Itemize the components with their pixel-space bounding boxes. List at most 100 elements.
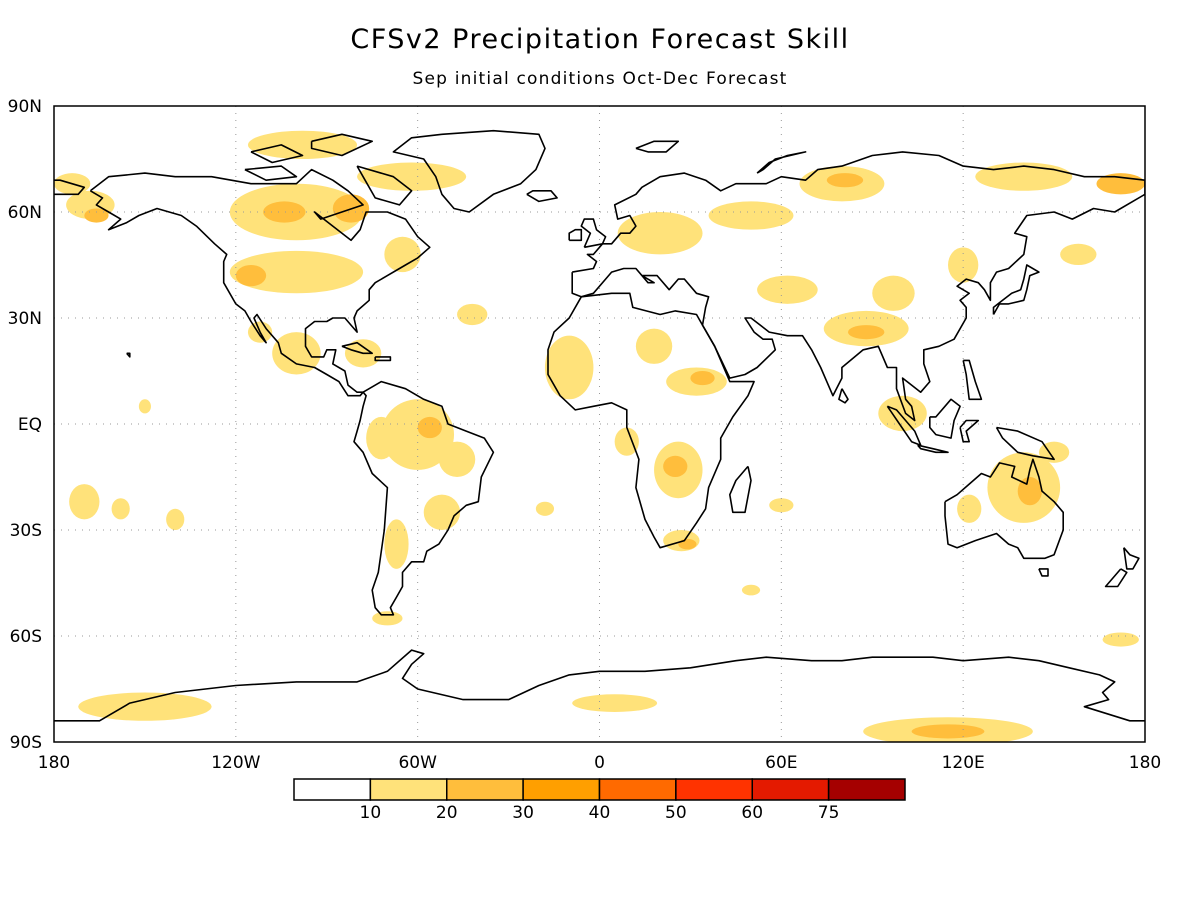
skill-region (138, 399, 151, 414)
hawaii-coast (126, 352, 131, 358)
coastlines (54, 129, 1145, 722)
skill-region (229, 250, 364, 294)
latitude-label: 90N (8, 97, 42, 117)
colorbar: 10 20 30 40 50 60 75 (293, 778, 906, 823)
longitude-label: 120W (211, 753, 260, 773)
japan-coast (992, 264, 1040, 315)
cuba-coast (341, 341, 373, 355)
alaska-far-east-coast (54, 179, 86, 196)
java-coast (917, 444, 949, 454)
skill-region (381, 399, 455, 470)
colorbar-label: 20 (436, 803, 458, 823)
antarctica-coast (54, 649, 1145, 722)
philippines-coast (962, 359, 983, 401)
longitude-label: 120E (942, 753, 985, 773)
skill-region (826, 173, 864, 188)
latitude-label: 90S (10, 733, 42, 753)
latitude-label: 30S (10, 521, 42, 541)
plot-area (54, 106, 1145, 742)
skill-region (690, 371, 715, 386)
plot-frame (53, 105, 1146, 743)
skill-region (457, 303, 488, 326)
colorbar-swatch (827, 778, 906, 801)
colorbar-label: 10 (360, 803, 382, 823)
skill-region (366, 416, 397, 460)
new-zealand-coast (1123, 547, 1140, 570)
colorbar-label: 30 (512, 803, 534, 823)
svalbard-coast (635, 140, 680, 153)
colorbar-swatch (675, 778, 753, 801)
skill-region (635, 328, 673, 364)
colorbar-swatch (446, 778, 524, 801)
skill-region (69, 484, 100, 520)
colorbar-swatch (751, 778, 830, 801)
skill-region (757, 275, 818, 304)
latitude-label: EQ (18, 415, 42, 435)
longitude-label: 180 (1129, 753, 1161, 773)
map-subtitle: Sep initial conditions Oct-Dec Forecast (412, 69, 788, 89)
africa-coast (547, 292, 755, 549)
skill-region (614, 427, 639, 456)
longitude-label: 180 (38, 753, 70, 773)
longitude-label: 60E (765, 753, 797, 773)
colorbar-label: 60 (741, 803, 763, 823)
borneo-coast (929, 398, 961, 439)
iceland-coast (526, 190, 558, 203)
skill-region (848, 325, 885, 340)
skill-region (872, 275, 915, 311)
skill-region (948, 247, 979, 283)
tasmania-coast (1038, 568, 1049, 577)
new-guinea-coast (995, 426, 1055, 461)
skill-region (235, 265, 267, 287)
skill-region (438, 441, 476, 478)
skill-region (84, 208, 109, 223)
skill-region (1060, 243, 1097, 265)
longitude-label: 60W (398, 753, 437, 773)
victoria-island-coast (244, 165, 298, 181)
latitude-label: 60S (10, 627, 42, 647)
longitude-label: 0 (594, 753, 605, 773)
longitude-labels: 180 120W 60W 0 60E 120E 180 (38, 753, 1161, 773)
skill-region (372, 611, 403, 626)
skill-shading-layer (54, 130, 1145, 742)
australia-coast (944, 458, 1064, 560)
colorbar-label: 40 (589, 803, 611, 823)
skill-region (417, 416, 442, 439)
map-title: CFSv2 Precipitation Forecast Skill (350, 24, 850, 55)
skill-region (572, 694, 658, 712)
eurasia-coast (571, 151, 1145, 422)
colorbar-swatch (598, 778, 677, 801)
colorbar-swatch (293, 778, 372, 801)
greenland-coast (392, 129, 546, 213)
madagascar-coast (729, 465, 752, 514)
colorbar-swatch (369, 778, 448, 801)
ireland-coast (568, 228, 583, 242)
skill-region (384, 236, 421, 273)
skill-region (1102, 632, 1139, 647)
skill-region (544, 335, 594, 400)
skill-region (111, 498, 130, 520)
arctic-island-coast (310, 133, 373, 157)
skill-region (708, 201, 794, 230)
novaya-zemlya-coast (756, 151, 807, 174)
skill-region (272, 332, 321, 375)
latitude-label: 60N (8, 203, 42, 223)
skill-region (957, 494, 982, 523)
gridlines (54, 106, 1145, 742)
skill-region (423, 494, 461, 530)
south-america-coast (353, 380, 495, 616)
colorbar-swatch (522, 778, 601, 801)
skill-region (1017, 477, 1042, 506)
new-zealand-coast (1104, 568, 1128, 588)
skill-region (166, 508, 185, 530)
skill-region (357, 162, 467, 191)
sri-lanka-coast (838, 388, 849, 404)
skill-region (384, 519, 409, 569)
latitude-labels: 90N 60N 30N EQ 30S 60S 90S (8, 97, 42, 753)
baffin-island-coast (356, 165, 413, 206)
colorbar-label: 50 (665, 803, 687, 823)
north-america-coast (89, 168, 431, 397)
arctic-island-coast (250, 144, 304, 164)
skill-region (678, 538, 697, 550)
